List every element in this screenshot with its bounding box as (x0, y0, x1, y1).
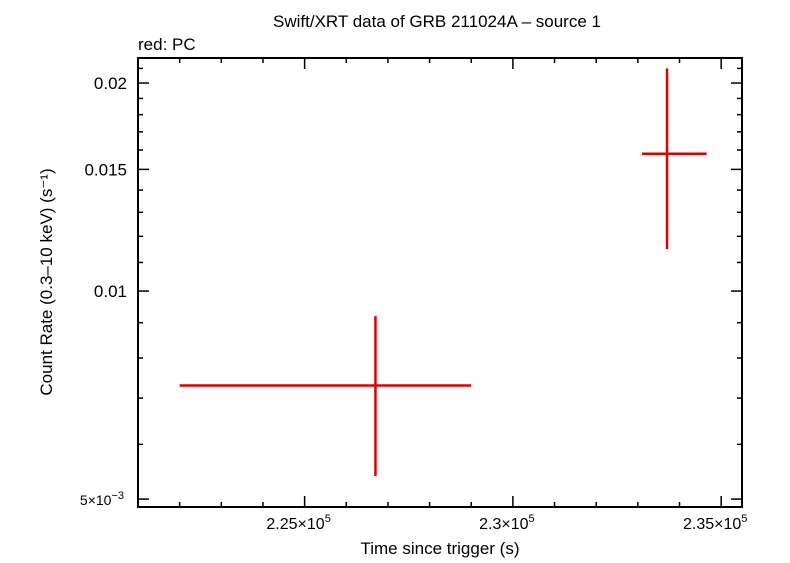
chart-subtitle: red: PC (138, 35, 196, 54)
data-point (642, 68, 707, 250)
x-axis-label: Time since trigger (s) (360, 539, 519, 558)
y-tick-label: 0.015 (84, 160, 127, 179)
y-tick-label: 5×10−3 (80, 490, 124, 508)
y-axis-label: Count Rate (0.3–10 keV) (s⁻¹) (37, 168, 56, 395)
tick-labels: 2.25×105 2.3×105 2.35×105 5×10−3 0.01 0.015 0.… (80, 74, 747, 533)
y-tick-label: 0.02 (94, 74, 127, 93)
x-tick-exponent: 5 (741, 513, 747, 525)
axis-ticks (138, 58, 742, 507)
y-tick-exponent: −3 (111, 490, 124, 502)
plot-frame (137, 57, 743, 508)
x-tick-label: 2.35×105 (683, 513, 747, 533)
data-points (179, 68, 707, 476)
x-tick-label: 2.25×105 (266, 513, 330, 533)
x-tick-exponent: 5 (529, 513, 535, 525)
chart-title: Swift/XRT data of GRB 211024A – source 1 (273, 12, 601, 31)
x-tick-label: 2.3×105 (479, 513, 535, 533)
data-point (179, 316, 472, 476)
x-tick-exponent: 5 (325, 513, 331, 525)
y-tick-label: 0.01 (94, 282, 127, 301)
